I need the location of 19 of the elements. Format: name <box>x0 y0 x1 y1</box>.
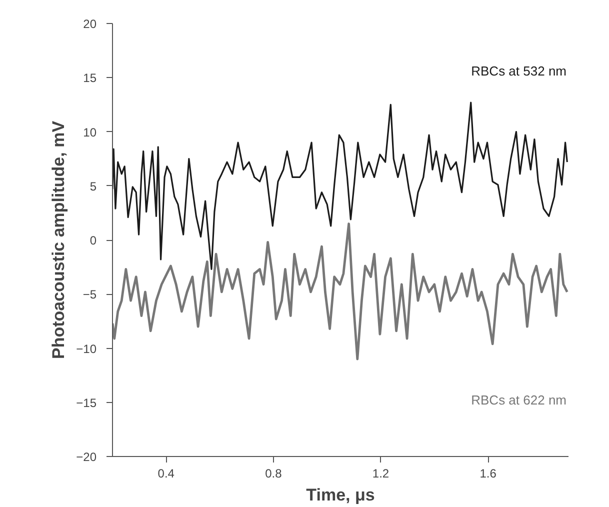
y-tick-label: 20 <box>83 17 97 31</box>
y-tick-label: −5 <box>82 288 97 302</box>
y-tick-label: −10 <box>76 342 97 356</box>
line-series <box>112 102 568 270</box>
y-tick-label: 10 <box>83 125 97 140</box>
series-label: RBCs at 532 nm <box>471 64 566 79</box>
y-tick-label: 15 <box>83 71 97 86</box>
x-tick-label: 1.6 <box>480 466 497 480</box>
x-axis-title: Time, μs <box>306 486 375 504</box>
x-tick-label: 0.8 <box>265 466 282 480</box>
x-tick-label: 1.2 <box>372 466 390 480</box>
y-tick-label: 0 <box>90 234 97 248</box>
y-axis-title: Photoacoustic amplitude, mV <box>49 120 68 360</box>
y-tick-label: −20 <box>76 450 97 464</box>
line-series <box>112 222 568 360</box>
text: RBCs at 622 nm <box>471 392 566 408</box>
y-tick-label: 5 <box>90 179 97 194</box>
y-tick-label: −15 <box>76 396 97 410</box>
x-tick-label: 0.4 <box>158 466 175 480</box>
